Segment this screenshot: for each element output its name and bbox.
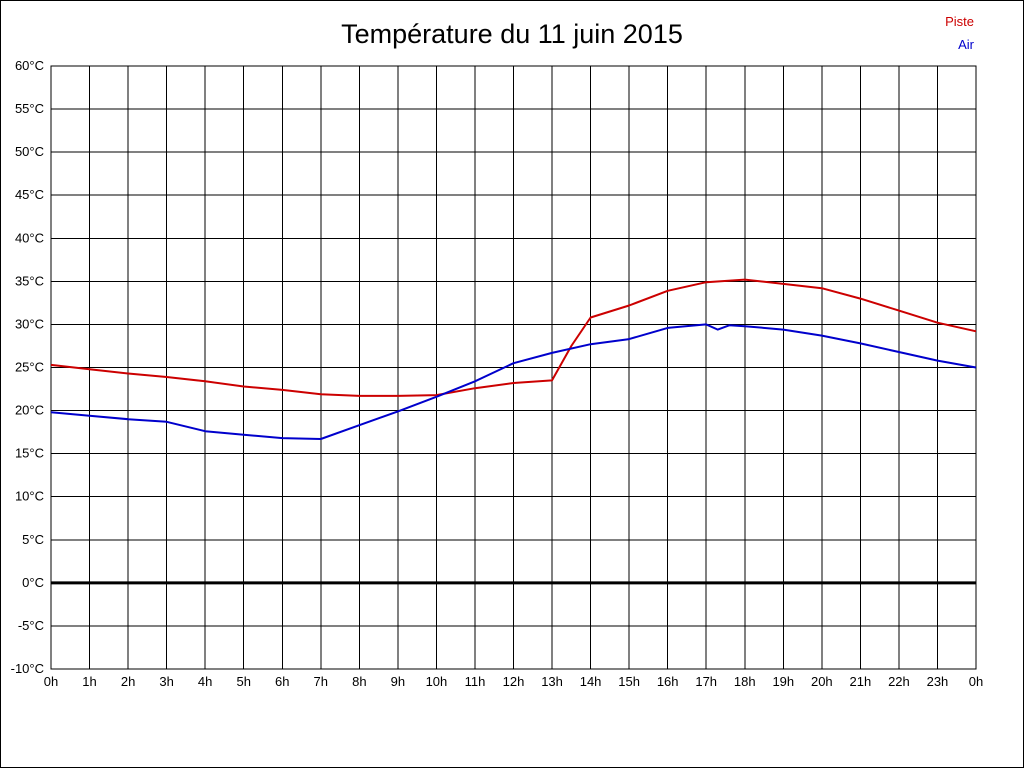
piste-series-line (50, 278, 977, 397)
y-tick-label: 60°C (15, 58, 44, 73)
x-tick-label: 20h (811, 674, 833, 689)
x-tick-label: 23h (927, 674, 949, 689)
y-tick-label: 5°C (22, 532, 44, 547)
y-tick-label: 45°C (15, 187, 44, 202)
x-tick-label: 5h (236, 674, 250, 689)
x-tick-label: 11h (465, 674, 486, 689)
y-tick-label: 30°C (15, 316, 44, 331)
x-tick-label: 0h (44, 674, 58, 689)
x-tick-label: 12h (503, 674, 525, 689)
x-tick-label: 0h (969, 674, 983, 689)
x-tick-label: 21h (850, 674, 872, 689)
air-series-line (50, 323, 977, 440)
x-tick-label: 6h (275, 674, 289, 689)
y-tick-label: 25°C (15, 360, 44, 375)
x-tick-label: 10h (426, 674, 448, 689)
x-tick-label: 19h (772, 674, 794, 689)
legend-label-air: Air (958, 36, 974, 52)
x-tick-label: 7h (314, 674, 328, 689)
x-tick-label: 2h (121, 674, 135, 689)
chart-legend: Piste Air (945, 11, 974, 57)
x-tick-label: 3h (159, 674, 173, 689)
x-tick-label: 22h (888, 674, 910, 689)
y-tick-label: -5°C (18, 618, 44, 633)
y-tick-label: 55°C (15, 101, 44, 116)
y-tick-label: 50°C (15, 144, 44, 159)
y-tick-label: 40°C (15, 230, 44, 245)
x-tick-label: 16h (657, 674, 679, 689)
y-tick-label: 15°C (15, 446, 44, 461)
chart-title: Température du 11 juin 2015 (341, 19, 683, 49)
x-tick-label: 9h (391, 674, 405, 689)
legend-label-piste: Piste (945, 14, 974, 29)
y-tick-label: -10°C (11, 661, 44, 676)
x-tick-label: 17h (695, 674, 717, 689)
x-tick-label: 1h (82, 674, 96, 689)
x-tick-label: 8h (352, 674, 366, 689)
x-tick-label: 4h (198, 674, 212, 689)
x-tick-label: 15h (618, 674, 640, 689)
y-tick-label: 20°C (15, 403, 44, 418)
x-tick-label: 14h (580, 674, 602, 689)
y-tick-label: 0°C (22, 575, 44, 590)
y-tick-label: 10°C (15, 489, 44, 504)
x-tick-label: 18h (734, 674, 756, 689)
x-tick-label: 13h (541, 674, 563, 689)
y-tick-label: 35°C (15, 273, 44, 288)
